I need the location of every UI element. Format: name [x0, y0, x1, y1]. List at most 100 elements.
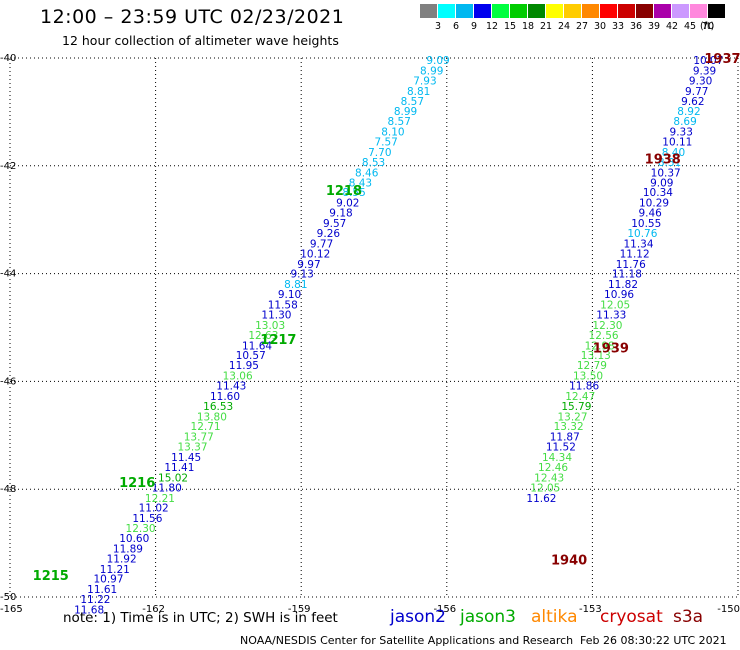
swh-value-label: 11.92 [107, 554, 137, 566]
swh-value-label: 14.34 [542, 452, 572, 464]
colorbar-swatch [690, 4, 707, 18]
swh-value-label: 10.34 [643, 187, 673, 199]
colorbar-label: 3 [434, 21, 442, 32]
track-label: 1940 [551, 553, 587, 568]
colorbar-label: 42 [665, 21, 679, 32]
swh-value-label: 13.27 [557, 411, 587, 423]
colorbar-label: 33 [611, 21, 625, 32]
footer-note: note: 1) Time is in UTC; 2) SWH is in fe… [63, 610, 338, 626]
swh-value-label: 13.77 [184, 431, 214, 443]
swh-value-label: 9.02 [336, 197, 359, 209]
swh-value-label: 9.57 [323, 218, 346, 230]
swh-value-label: 8.57 [401, 96, 424, 108]
swh-value-label: 11.62 [526, 493, 556, 505]
swh-value-label: 10.60 [119, 533, 149, 545]
swh-value-label: 9.18 [329, 208, 352, 220]
y-tick-label: -40 [0, 53, 16, 64]
swh-value-label: 11.60 [210, 391, 240, 403]
colorbar-label: 9 [470, 21, 478, 32]
y-tick-label: -46 [0, 376, 16, 387]
y-tick-label: -48 [0, 484, 16, 495]
colorbar-swatch [492, 4, 509, 18]
colorbar-label: 21 [539, 21, 553, 32]
swh-value-label: 11.58 [268, 299, 298, 311]
y-tick-label: -50 [0, 592, 16, 603]
colorbar-swatch [456, 4, 473, 18]
colorbar-label: 24 [557, 21, 571, 32]
swh-value-label: 8.43 [349, 178, 372, 190]
swh-value-label: 7.57 [374, 137, 397, 149]
x-tick-label: -156 [433, 604, 456, 615]
swh-value-label: 9.10 [278, 289, 301, 301]
colorbar-swatch [582, 4, 599, 18]
swh-value-label: 8.69 [673, 116, 696, 128]
swh-value-label: 13.50 [573, 370, 603, 382]
swh-value-label: 10.76 [627, 228, 657, 240]
swh-value-label: 12.98 [585, 340, 615, 352]
swh-value-label: 11.30 [261, 310, 291, 322]
swh-value-label: 10.07 [693, 55, 723, 67]
swh-value-label: 15.02 [158, 472, 188, 484]
swh-value-label: 9.39 [693, 65, 716, 77]
colorbar-label: 6 [452, 21, 460, 32]
swh-value-label: 12.79 [577, 360, 607, 372]
swh-value-label: 10.11 [662, 137, 692, 149]
swh-value-label: 12.05 [600, 299, 630, 311]
colorbar-swatch [636, 4, 653, 18]
swh-value-label: 11.52 [546, 442, 576, 454]
colorbar-label: 36 [629, 21, 643, 32]
swh-value-label: 11.02 [139, 503, 169, 515]
track-label: 1939 [593, 341, 629, 356]
track-label: 1938 [645, 152, 681, 167]
colorbar-label: 30 [593, 21, 607, 32]
swh-value-label: 9.77 [310, 238, 333, 250]
swh-value-label: 12.63 [248, 330, 278, 342]
swh-value-label: 8.99 [394, 106, 417, 118]
x-tick-label: -162 [142, 604, 165, 615]
colorbar-swatch [654, 4, 671, 18]
colorbar-label: 18 [521, 21, 535, 32]
legend-entry-cryosat: cryosat [600, 607, 663, 627]
track-label: 1215 [33, 569, 69, 584]
swh-value-label: 8.57 [388, 116, 411, 128]
chart-title: 12:00 – 23:59 UTC 02/23/2021 [40, 6, 345, 28]
chart-subtitle: 12 hour collection of altimeter wave hei… [62, 33, 339, 48]
pass-1: 9.098.997.938.818.578.998.578.107.577.70… [74, 55, 450, 616]
swh-value-label: 9.33 [670, 126, 693, 138]
colorbar-unit: (ft) [700, 21, 715, 32]
swh-value-label: 11.12 [620, 249, 650, 261]
swh-value-label: 10.12 [300, 249, 330, 261]
colorbar-swatch [564, 4, 581, 18]
swh-value-label: 12.71 [191, 421, 221, 433]
track-label: 1218 [326, 184, 362, 199]
swh-value-label: 13.37 [177, 442, 207, 454]
swh-value-label: 10.55 [631, 218, 661, 230]
swh-value-label: 12.43 [534, 472, 564, 484]
swh-value-label: 12.47 [565, 391, 595, 403]
swh-value-label: 10.96 [604, 289, 634, 301]
swh-value-label: 11.41 [164, 462, 194, 474]
swh-value-label: 11.87 [550, 431, 580, 443]
swh-value-label: 15.79 [561, 401, 591, 413]
colorbar-swatch [528, 4, 545, 18]
swh-value-label: 10.97 [93, 574, 123, 586]
swh-value-label: 7.93 [413, 76, 436, 88]
colorbar-label: 12 [485, 21, 499, 32]
colorbar-swatch [708, 4, 725, 18]
colorbar-label: 27 [575, 21, 589, 32]
colorbar-swatch [546, 4, 563, 18]
swh-value-label: 9.09 [650, 178, 673, 190]
y-tick-label: -42 [0, 161, 16, 172]
swh-value-label: 12.21 [145, 493, 175, 505]
swh-value-label: 8.92 [677, 106, 700, 118]
swh-value-label: 11.80 [152, 483, 182, 495]
swh-value-label: 9.30 [689, 76, 712, 88]
swh-value-label: 11.21 [100, 564, 130, 576]
swh-value-label: 13.06 [223, 370, 253, 382]
swh-value-label: 11.45 [171, 452, 201, 464]
swh-value-label: 8.81 [407, 86, 430, 98]
swh-value-label: 11.76 [616, 259, 646, 271]
x-tick-label: -159 [288, 604, 311, 615]
colorbar-swatch [438, 4, 455, 18]
